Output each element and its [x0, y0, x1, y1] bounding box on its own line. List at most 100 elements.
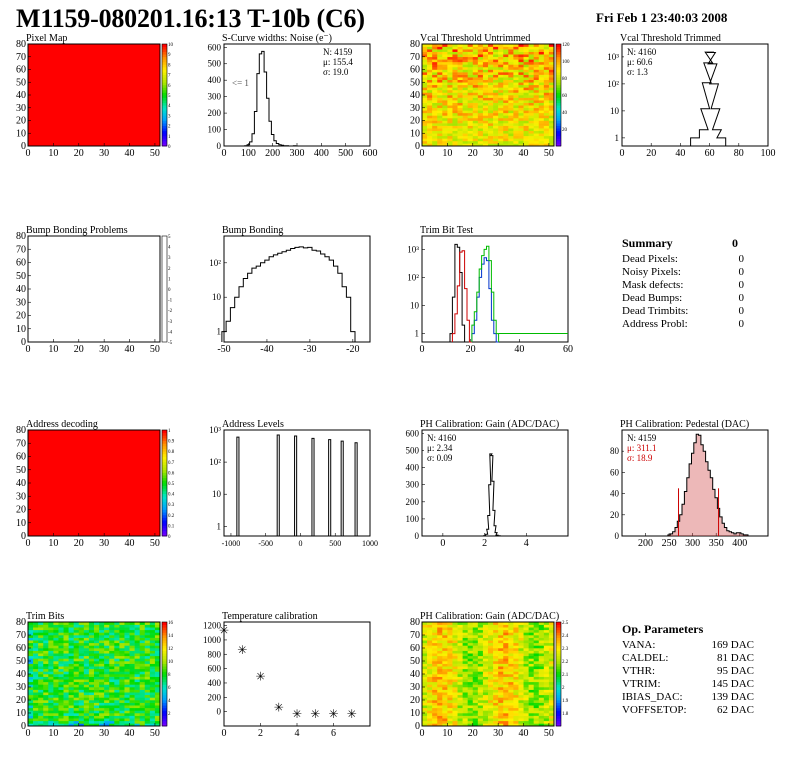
heatmap-cell: [472, 661, 479, 664]
heatmap-cell: [114, 697, 120, 701]
heatmap-cell: [437, 61, 443, 65]
heatmap-cell: [422, 143, 428, 147]
heatmap-cell: [432, 705, 438, 709]
heatmap-cell: [48, 629, 54, 633]
heatmap-cell: [462, 56, 468, 60]
heatmap-cell: [139, 681, 146, 685]
heatmap-cell: [114, 635, 120, 638]
heatmap-cell: [53, 687, 59, 690]
heatmap-cell: [73, 622, 80, 625]
heatmap-cell: [528, 645, 534, 649]
heatmap-cell: [523, 82, 529, 86]
heatmap-cell: [104, 640, 110, 644]
heatmap-cell: [493, 133, 499, 137]
heatmap-cell: [422, 120, 428, 124]
heatmap-cell: [149, 642, 156, 646]
heatmap-cell: [477, 61, 484, 65]
heatmap-cell: [543, 663, 550, 667]
heatmap-cell: [149, 640, 156, 644]
heatmap-cell: [513, 84, 519, 88]
heatmap-cell: [488, 635, 494, 638]
heatmap-cell: [467, 692, 474, 696]
y-tick-label: 30: [16, 103, 26, 114]
heatmap-cell: [124, 663, 130, 667]
heatmap-cell: [518, 105, 524, 109]
heatmap-cell: [114, 713, 120, 716]
heatmap-cell: [144, 676, 151, 680]
palette-cell: [556, 674, 561, 677]
palette-cell: [556, 684, 561, 688]
heatmap-cell: [488, 661, 494, 664]
heatmap-cell: [498, 713, 504, 716]
heatmap-cell: [488, 637, 494, 641]
heatmap-cell: [452, 92, 458, 96]
heatmap-cell: [53, 684, 59, 688]
heatmap-cell: [447, 51, 453, 55]
heatmap-cell: [462, 112, 468, 116]
heatmap-cell: [543, 117, 550, 121]
heatmap-cell: [452, 650, 458, 654]
heatmap-cell: [498, 54, 504, 58]
x-tick-label: 20: [74, 538, 84, 549]
heatmap-cell: [38, 723, 44, 727]
heatmap-cell: [533, 648, 540, 651]
heatmap-cell: [154, 650, 161, 654]
palette-cell: [162, 339, 167, 343]
heatmap-cell: [447, 133, 453, 137]
heatmap-cell: [94, 635, 100, 638]
heatmap-cell: [523, 112, 529, 116]
heatmap-cell: [43, 694, 49, 698]
heatmap-cell: [493, 710, 499, 714]
heatmap-cell: [488, 658, 494, 662]
heatmap-cell: [447, 710, 453, 714]
heatmap-cell: [488, 125, 494, 129]
scatter-point: ✳: [347, 707, 357, 721]
heatmap-cell: [538, 629, 545, 633]
y-tick-label: 200: [208, 692, 222, 702]
heatmap-cell: [523, 107, 529, 111]
heatmap-cell: [548, 679, 555, 683]
heatmap-cell: [432, 650, 438, 654]
y-tick-label: 10³: [209, 425, 221, 435]
heatmap-cell: [437, 123, 443, 126]
heatmap-cell: [99, 718, 105, 722]
heatmap-cell: [482, 87, 489, 91]
heatmap-cell: [548, 79, 555, 83]
palette-cell: [556, 140, 561, 144]
heatmap-cell: [114, 655, 120, 659]
heatmap-cell: [482, 95, 489, 98]
palette-cell: [162, 501, 167, 505]
heatmap-cell: [498, 705, 504, 709]
heatmap-cell: [83, 710, 90, 714]
heatmap-cell: [447, 130, 453, 134]
heatmap-cell: [518, 44, 524, 47]
heatmap-cell: [493, 105, 499, 109]
palette-cell: [556, 635, 561, 638]
x-tick-label: 4: [524, 538, 529, 549]
histogram-series: [471, 257, 499, 343]
heatmap-cell: [78, 655, 85, 659]
x-tick-label: 20: [74, 728, 84, 739]
heatmap-cell: [452, 629, 458, 633]
op-param-label: VANA:: [622, 639, 656, 651]
heatmap-cell: [94, 666, 100, 670]
heatmap-cell: [154, 687, 161, 690]
heatmap-cell: [139, 632, 146, 636]
heatmap-cell: [543, 720, 550, 724]
heatmap-cell: [109, 700, 115, 703]
heatmap-cell: [427, 87, 433, 91]
heatmap-cell: [472, 679, 479, 683]
heatmap-cell: [488, 689, 494, 693]
y-tick-label: 70: [16, 244, 26, 255]
palette-cell: [162, 432, 167, 436]
heatmap-cell: [513, 140, 519, 144]
y-tick-label: 60: [16, 258, 26, 269]
heatmap-cell: [447, 138, 453, 142]
palette-cell: [162, 56, 167, 60]
heatmap-cell: [493, 140, 499, 144]
heatmap-cell: [63, 715, 69, 719]
heatmap-cell: [493, 645, 499, 649]
heatmap-cell: [498, 650, 504, 654]
heatmap-cell: [548, 622, 555, 625]
heatmap-cell: [104, 650, 110, 654]
